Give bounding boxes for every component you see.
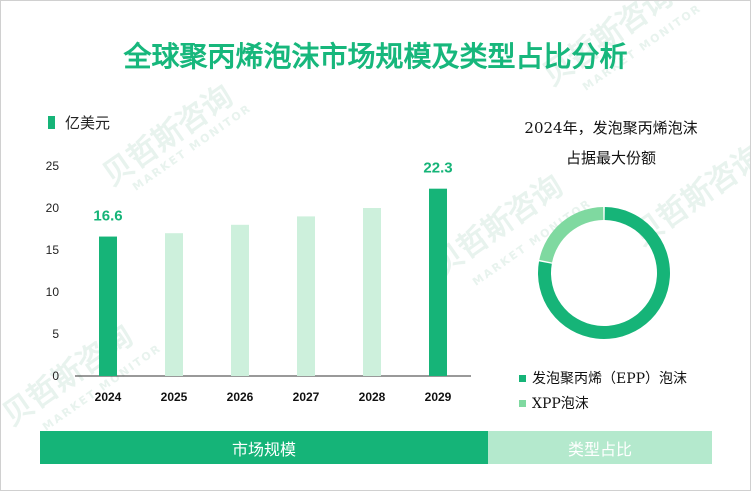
bar-2027 <box>297 216 315 376</box>
y-tick-label: 20 <box>46 201 60 215</box>
legend-item-epp: 发泡聚丙烯（EPP）泡沫 <box>519 368 687 388</box>
donut-subtitle: 占据最大份额 <box>565 149 656 167</box>
bar-2026 <box>231 224 249 376</box>
donut-title: 2024年，发泡聚丙烯泡沫 <box>524 119 698 137</box>
data-label-2024: 16.6 <box>93 208 122 225</box>
y-tick-label: 0 <box>52 369 59 383</box>
legend-label-epp: 发泡聚丙烯（EPP）泡沫 <box>532 371 688 387</box>
data-label-2029: 22.3 <box>423 160 452 177</box>
x-tick-label: 2028 <box>359 390 386 404</box>
x-tick-label: 2029 <box>425 390 452 404</box>
unit-legend: 亿美元 <box>48 112 110 133</box>
legend-swatch-xpp <box>519 399 526 407</box>
x-tick-label: 2025 <box>161 390 188 404</box>
y-tick-label: 10 <box>46 285 60 299</box>
bar-2025 <box>165 233 183 376</box>
tab-bar: 市场规模 类型占比 <box>40 431 712 464</box>
legend-swatch-epp <box>519 374 526 382</box>
x-tick-label: 2027 <box>293 390 320 404</box>
donut-chart <box>538 207 671 339</box>
tab-market-size[interactable]: 市场规模 <box>40 431 488 464</box>
x-tick-label: 2026 <box>227 390 254 404</box>
donut-slice-1 <box>539 207 604 263</box>
x-tick-label: 2024 <box>95 390 122 404</box>
bar-2028 <box>363 208 381 376</box>
tab-type-share[interactable]: 类型占比 <box>488 431 712 464</box>
page-title: 全球聚丙烯泡沫市场规模及类型占比分析 <box>123 40 628 73</box>
y-tick-label: 15 <box>46 243 60 257</box>
legend-label-xpp: XPP泡沫 <box>532 396 589 412</box>
unit-label: 亿美元 <box>65 114 111 132</box>
bar-2029 <box>429 188 447 376</box>
bar-2024 <box>99 236 117 376</box>
y-tick-label: 25 <box>46 159 60 173</box>
y-tick-label: 5 <box>52 327 59 341</box>
legend-item-xpp: XPP泡沫 <box>519 393 589 413</box>
unit-swatch <box>48 116 55 129</box>
